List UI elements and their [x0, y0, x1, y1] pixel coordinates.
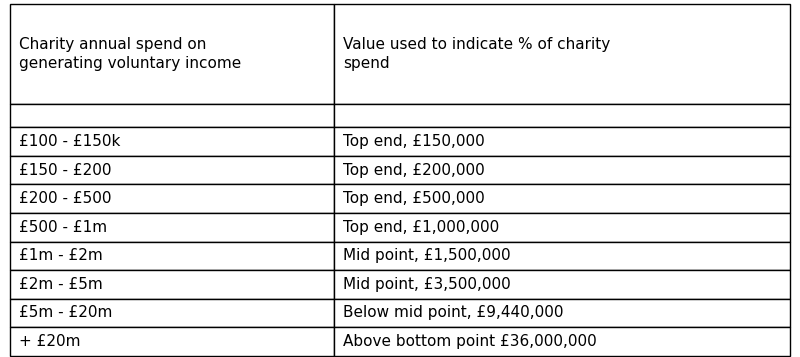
- Bar: [10, 327, 334, 356]
- Text: Mid point, £1,500,000: Mid point, £1,500,000: [343, 248, 511, 263]
- Bar: [10, 242, 334, 270]
- Text: £150 - £200: £150 - £200: [19, 163, 112, 178]
- Text: Top end, £1,000,000: Top end, £1,000,000: [343, 220, 499, 235]
- Text: Value used to indicate % of charity
spend: Value used to indicate % of charity spen…: [343, 37, 610, 71]
- Text: Top end, £500,000: Top end, £500,000: [343, 191, 485, 206]
- Text: £2m - £5m: £2m - £5m: [19, 277, 103, 292]
- Bar: [10, 299, 334, 327]
- Bar: [334, 127, 790, 156]
- Bar: [10, 213, 334, 242]
- Bar: [334, 185, 790, 213]
- Text: Charity annual spend on
generating voluntary income: Charity annual spend on generating volun…: [19, 37, 242, 71]
- Text: Mid point, £3,500,000: Mid point, £3,500,000: [343, 277, 511, 292]
- Bar: [10, 156, 334, 185]
- Text: £500 - £1m: £500 - £1m: [19, 220, 107, 235]
- Bar: [10, 185, 334, 213]
- Text: £5m - £20m: £5m - £20m: [19, 306, 113, 321]
- Bar: [334, 327, 790, 356]
- Text: Below mid point, £9,440,000: Below mid point, £9,440,000: [343, 306, 564, 321]
- Bar: [334, 156, 790, 185]
- Text: £100 - £150k: £100 - £150k: [19, 134, 121, 149]
- Text: £200 - £500: £200 - £500: [19, 191, 112, 206]
- Text: + £20m: + £20m: [19, 334, 81, 349]
- Bar: [334, 299, 790, 327]
- Bar: [10, 104, 334, 127]
- Text: Top end, £200,000: Top end, £200,000: [343, 163, 485, 178]
- Text: Above bottom point £36,000,000: Above bottom point £36,000,000: [343, 334, 597, 349]
- Bar: [334, 213, 790, 242]
- Text: £1m - £2m: £1m - £2m: [19, 248, 103, 263]
- Bar: [334, 4, 790, 104]
- Bar: [10, 127, 334, 156]
- Bar: [334, 270, 790, 299]
- Bar: [10, 270, 334, 299]
- Bar: [10, 4, 334, 104]
- Bar: [334, 242, 790, 270]
- Bar: [334, 104, 790, 127]
- Text: Top end, £150,000: Top end, £150,000: [343, 134, 485, 149]
